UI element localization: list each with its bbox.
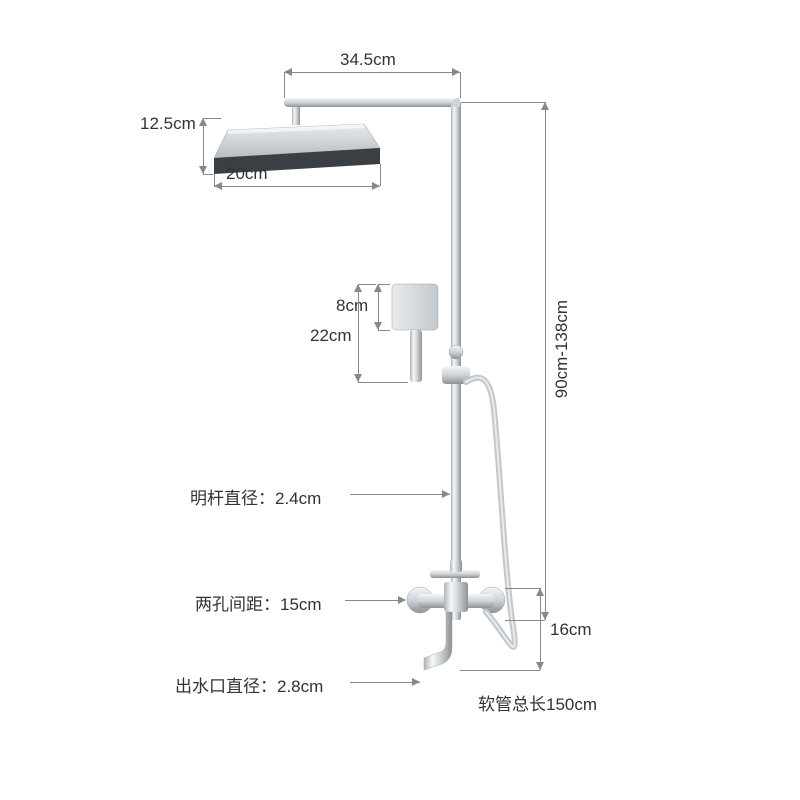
shower-illustration bbox=[0, 0, 800, 800]
dim-outlet-dia-line bbox=[350, 682, 420, 683]
dim-hole-spacing-line bbox=[345, 600, 405, 601]
dim-rod-dia-line bbox=[350, 494, 450, 495]
dim-hand-length-line bbox=[358, 284, 359, 382]
dim-top-arm-line bbox=[284, 72, 460, 73]
label-valve-height: 16cm bbox=[550, 620, 592, 640]
label-hole-spacing: 两孔间距：15cm bbox=[195, 590, 322, 615]
label-top-arm: 34.5cm bbox=[340, 50, 396, 70]
label-rod-diameter: 明杆直径：2.4cm bbox=[190, 484, 321, 509]
label-hose-length: 软管总长150cm bbox=[478, 690, 597, 715]
label-outlet-diameter: 出水口直径：2.8cm bbox=[175, 672, 323, 697]
riser-pole bbox=[451, 102, 461, 620]
dim-head-width-line bbox=[214, 186, 380, 187]
label-outlet-diameter-val: 2.8cm bbox=[277, 677, 323, 696]
label-hand-length: 22cm bbox=[310, 326, 352, 346]
label-outlet-diameter-key: 出水口直径： bbox=[175, 677, 277, 696]
label-rod-diameter-key: 明杆直径： bbox=[190, 489, 275, 508]
label-hole-spacing-key: 两孔间距： bbox=[195, 595, 280, 614]
label-hand-height: 8cm bbox=[336, 296, 368, 316]
label-head-height: 12.5cm bbox=[140, 114, 196, 134]
dim-riser-range-line bbox=[545, 102, 546, 620]
label-rod-diameter-val: 2.4cm bbox=[275, 489, 321, 508]
top-arm bbox=[284, 98, 460, 107]
label-hole-spacing-val: 15cm bbox=[280, 595, 322, 614]
label-riser-range: 90cm-138cm bbox=[552, 300, 572, 398]
diagram-stage: 34.5cm 12.5cm 20cm 8cm 22cm 90cm-138cm 1… bbox=[0, 0, 800, 800]
dim-valve-height-line bbox=[540, 588, 541, 670]
label-head-width: 20cm bbox=[226, 164, 268, 184]
head-drop-pipe bbox=[292, 107, 300, 125]
